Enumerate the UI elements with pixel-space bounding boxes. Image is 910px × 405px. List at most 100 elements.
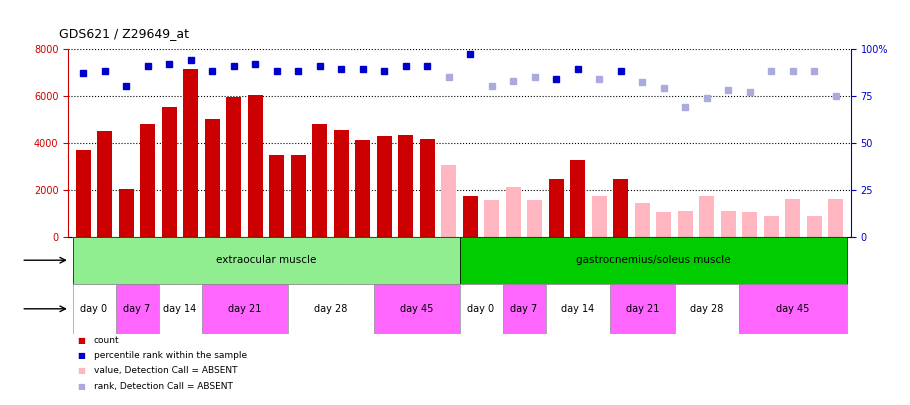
Bar xyxy=(352,237,373,308)
Bar xyxy=(635,203,650,237)
Bar xyxy=(460,284,502,334)
Text: value, Detection Call = ABSENT: value, Detection Call = ABSENT xyxy=(94,367,238,375)
Bar xyxy=(589,237,610,308)
Bar xyxy=(94,237,116,308)
Bar xyxy=(804,237,825,308)
Text: GSM13698: GSM13698 xyxy=(145,241,151,279)
Bar xyxy=(656,212,672,237)
Bar xyxy=(527,200,542,237)
Bar xyxy=(417,237,438,308)
Bar xyxy=(653,237,674,308)
Bar xyxy=(460,237,846,284)
Text: day 14: day 14 xyxy=(164,304,197,314)
Bar xyxy=(73,237,94,308)
Bar xyxy=(420,139,435,237)
Text: day 21: day 21 xyxy=(228,304,261,314)
Bar xyxy=(546,284,610,334)
Text: GSM13705: GSM13705 xyxy=(296,241,301,279)
Text: GSM13704: GSM13704 xyxy=(274,241,279,279)
Text: GSM13712: GSM13712 xyxy=(446,241,451,279)
Bar xyxy=(739,284,846,334)
Text: day 45: day 45 xyxy=(399,304,433,314)
Bar xyxy=(610,284,674,334)
Bar xyxy=(355,141,370,237)
Text: ■: ■ xyxy=(77,336,86,345)
Bar xyxy=(807,216,822,237)
Bar xyxy=(201,237,223,308)
Bar xyxy=(377,136,392,237)
Text: GSM13687: GSM13687 xyxy=(682,241,688,279)
Text: day 28: day 28 xyxy=(314,304,348,314)
Text: day 14: day 14 xyxy=(561,304,594,314)
Bar xyxy=(502,237,524,308)
Bar xyxy=(291,155,306,237)
Bar xyxy=(674,284,739,334)
Bar xyxy=(162,107,177,237)
Text: extraocular muscle: extraocular muscle xyxy=(216,255,317,265)
Bar xyxy=(721,211,736,237)
Bar xyxy=(76,150,91,237)
Text: percentile rank within the sample: percentile rank within the sample xyxy=(94,351,247,360)
Bar xyxy=(158,284,201,334)
Text: GSM13669: GSM13669 xyxy=(489,241,495,279)
Text: GSM13693: GSM13693 xyxy=(812,241,817,279)
Text: count: count xyxy=(94,336,119,345)
Text: GSM13691: GSM13691 xyxy=(768,241,774,279)
Bar xyxy=(785,199,800,237)
Text: ■: ■ xyxy=(77,351,86,360)
Bar xyxy=(201,284,288,334)
Text: GSM13696: GSM13696 xyxy=(102,241,107,279)
Bar xyxy=(592,196,607,237)
Text: gastrocnemius/soleus muscle: gastrocnemius/soleus muscle xyxy=(576,255,731,265)
Bar xyxy=(158,237,180,308)
Text: GSM13694: GSM13694 xyxy=(833,241,839,279)
Bar xyxy=(183,68,198,237)
Bar xyxy=(73,237,460,284)
Bar xyxy=(632,237,653,308)
Bar xyxy=(330,237,352,308)
Text: GSM13702: GSM13702 xyxy=(231,241,237,279)
Text: GSM13710: GSM13710 xyxy=(403,241,409,279)
Bar xyxy=(739,237,761,308)
Text: day 0: day 0 xyxy=(468,304,495,314)
Bar xyxy=(248,94,263,237)
Bar xyxy=(309,237,330,308)
Bar xyxy=(828,199,844,237)
Bar xyxy=(678,211,693,237)
Text: GSM13703: GSM13703 xyxy=(252,241,258,279)
Bar xyxy=(223,237,245,308)
Bar xyxy=(438,237,460,308)
Bar xyxy=(205,119,220,237)
Bar xyxy=(718,237,739,308)
Text: GSM13707: GSM13707 xyxy=(339,241,344,279)
Text: rank, Detection Call = ABSENT: rank, Detection Call = ABSENT xyxy=(94,382,233,391)
Bar xyxy=(140,124,156,237)
Text: day 7: day 7 xyxy=(124,304,151,314)
Bar xyxy=(395,237,417,308)
Bar xyxy=(266,237,288,308)
Text: GSM13711: GSM13711 xyxy=(424,241,430,279)
Bar xyxy=(761,237,782,308)
Bar xyxy=(463,196,478,237)
Bar xyxy=(288,284,373,334)
Bar xyxy=(312,124,328,237)
Bar xyxy=(782,237,804,308)
Text: GSM13708: GSM13708 xyxy=(359,241,366,279)
Text: GSM13668: GSM13668 xyxy=(468,241,473,279)
Text: GSM13709: GSM13709 xyxy=(381,241,388,279)
Bar xyxy=(506,188,521,237)
Text: GDS621 / Z29649_at: GDS621 / Z29649_at xyxy=(59,28,189,40)
Bar xyxy=(546,237,567,308)
Text: GSM13689: GSM13689 xyxy=(725,241,732,279)
Text: GSM13690: GSM13690 xyxy=(747,241,753,279)
Text: GSM13682: GSM13682 xyxy=(618,241,623,279)
Text: GSM13686: GSM13686 xyxy=(661,241,667,279)
Bar xyxy=(119,189,134,237)
Text: ■: ■ xyxy=(77,382,86,391)
Text: GSM13671: GSM13671 xyxy=(511,241,516,279)
Bar xyxy=(571,160,585,237)
Text: day 0: day 0 xyxy=(80,304,107,314)
Text: GSM13675: GSM13675 xyxy=(531,241,538,279)
Text: GSM13697: GSM13697 xyxy=(123,241,129,279)
Bar xyxy=(674,237,696,308)
